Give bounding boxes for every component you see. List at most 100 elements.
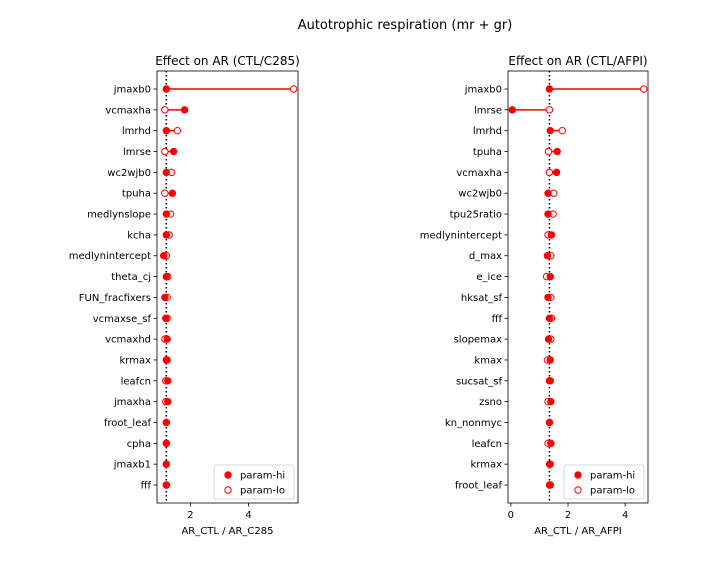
y-tick-label: lmrhd [473, 126, 502, 137]
point-param-lo [545, 168, 554, 177]
x-axis-label: AR_CTL / AR_C285 [181, 526, 273, 537]
point-param-hi [162, 272, 171, 281]
y-tick-label: jmaxha [113, 397, 151, 408]
y-tick-label: wc2wjb0 [458, 189, 502, 200]
axes-frame [156, 70, 299, 504]
point-param-lo [544, 147, 553, 156]
y-tick-label: krmax [470, 460, 502, 471]
point-param-hi [546, 126, 554, 135]
point-param-hi [544, 335, 553, 343]
y-tick-label: jmaxb0 [113, 85, 151, 96]
point-param-hi [546, 460, 554, 468]
x-tick-label: 2 [565, 510, 571, 521]
y-tick-label: jmaxb1 [113, 460, 151, 471]
y-tick-label: lmrhd [122, 126, 151, 137]
point-param-hi [162, 85, 171, 93]
point-param-hi [546, 377, 554, 385]
y-tick-label: froot_leaf [104, 418, 152, 429]
point-param-hi [547, 439, 555, 448]
point-param-hi [508, 106, 516, 114]
y-tick-label: cpha [127, 439, 151, 450]
y-tick-label: zsno [479, 397, 502, 408]
y-tick-label: hksat_sf [461, 293, 503, 304]
y-tick-label: fff [141, 481, 152, 492]
point-param-hi [162, 126, 171, 135]
point-param-hi [162, 481, 171, 489]
point-param-lo [545, 106, 554, 114]
point-param-hi [543, 252, 552, 260]
y-tick-label: vcmaxhd [105, 335, 151, 346]
legend-label-lo: param-lo [590, 486, 635, 497]
x-tick-label: 2 [187, 510, 193, 521]
point-param-hi [162, 460, 171, 468]
point-param-hi [544, 189, 552, 197]
point-param-hi [162, 418, 171, 427]
point-param-hi [547, 397, 555, 406]
point-param-lo [161, 147, 169, 156]
point-param-hi [162, 210, 171, 218]
point-param-lo [558, 126, 566, 135]
point-param-hi [162, 356, 171, 364]
y-tick-label: tpuha [473, 147, 502, 158]
point-param-hi [544, 293, 552, 302]
legend-label-lo: param-lo [240, 486, 285, 497]
legend-marker-hi [574, 471, 582, 479]
y-tick-label: jmaxb0 [464, 85, 502, 96]
y-tick-label: medlynintercept [69, 251, 151, 262]
y-tick-label: kn_nonmyc [445, 418, 502, 429]
legend: param-hi param-lo [213, 464, 295, 500]
point-param-hi [162, 231, 171, 239]
point-param-hi [163, 335, 171, 343]
point-param-hi [162, 439, 171, 448]
point-param-lo [289, 85, 298, 93]
point-param-lo [173, 126, 182, 135]
panel-1: Effect on AR (CTL/C285) jmaxb0 vcmaxha lmrh… [69, 54, 300, 537]
point-param-lo [161, 189, 169, 197]
y-tick-label: kmax [474, 355, 502, 366]
y-tick-label: vcmaxse_sf [93, 314, 152, 325]
panel-title: Effect on AR (CTL/AFPI) [508, 54, 647, 68]
y-tick-label: froot_leaf [455, 481, 503, 492]
point-param-hi [161, 293, 169, 302]
x-tick-label: 4 [245, 510, 251, 521]
point-param-hi [545, 418, 554, 427]
legend: param-hi param-lo [563, 464, 645, 500]
y-tick-label: vcmaxha [456, 168, 502, 179]
y-tick-label: leafcn [472, 439, 502, 450]
legend-marker-lo [224, 486, 232, 494]
x-tick-label: 0 [508, 510, 514, 521]
y-tick-label: lmrse [123, 147, 151, 158]
legend-label-hi: param-hi [240, 471, 285, 482]
y-tick-label: slopemax [454, 335, 502, 346]
point-param-hi [545, 85, 554, 93]
point-param-hi [545, 481, 554, 489]
point-param-hi [159, 252, 168, 260]
point-param-hi [552, 168, 561, 177]
y-tick-label: d_max [469, 251, 502, 262]
point-param-hi [547, 231, 556, 239]
point-param-lo [640, 85, 648, 93]
point-param-hi [169, 147, 178, 156]
panel-title: Effect on AR (CTL/C285) [155, 54, 300, 68]
point-param-hi [164, 397, 172, 406]
y-tick-label: wc2wjb0 [107, 168, 151, 179]
point-param-hi [180, 106, 189, 114]
y-tick-label: kcha [127, 230, 151, 241]
point-param-hi [162, 314, 170, 322]
y-tick-label: vcmaxha [105, 105, 151, 116]
legend-label-hi: param-hi [590, 471, 635, 482]
point-param-hi [546, 356, 554, 364]
point-param-hi [162, 168, 171, 177]
y-tick-label: FUN_fracfixers [79, 293, 151, 304]
legend-marker-lo [574, 486, 582, 494]
y-tick-label: e_ice [476, 272, 502, 283]
point-param-hi [553, 147, 561, 156]
legend-marker-hi [224, 471, 232, 479]
y-tick-label: tpu25ratio [450, 210, 502, 221]
x-tick-label: 4 [622, 510, 628, 521]
y-tick-label: theta_cj [111, 272, 151, 283]
point-param-hi [164, 377, 172, 385]
y-tick-label: medlynslope [87, 210, 151, 221]
point-param-hi [545, 314, 554, 322]
